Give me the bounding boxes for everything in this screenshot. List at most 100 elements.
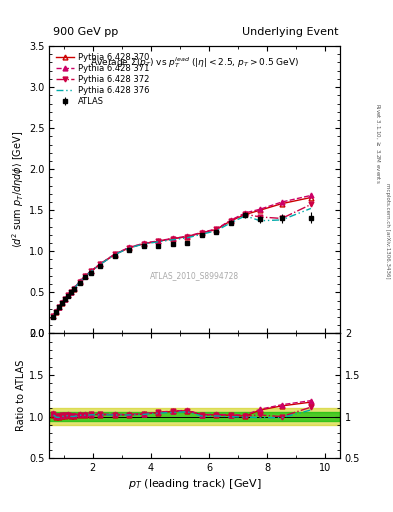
Pythia 6.428 376: [171, 237, 175, 243]
Y-axis label: $\langle d^2$ sum $p_T/d\eta d\phi\rangle$ [GeV]: $\langle d^2$ sum $p_T/d\eta d\phi\rangl…: [10, 131, 26, 248]
Pythia 6.428 376: [83, 273, 88, 279]
Pythia 6.428 371: [127, 244, 132, 250]
Pythia 6.428 376: [127, 245, 132, 251]
Pythia 6.428 372: [156, 238, 161, 244]
Pythia 6.428 371: [171, 236, 175, 242]
Pythia 6.428 372: [309, 201, 313, 207]
Pythia 6.428 370: [243, 211, 248, 218]
Pythia 6.428 372: [60, 300, 64, 306]
Pythia 6.428 376: [258, 218, 263, 224]
Pythia 6.428 371: [54, 308, 59, 314]
Pythia 6.428 370: [112, 251, 117, 258]
Pythia 6.428 376: [51, 313, 56, 319]
Pythia 6.428 371: [112, 251, 117, 257]
Pythia 6.428 372: [214, 226, 219, 232]
Pythia 6.428 370: [185, 233, 190, 240]
Pythia 6.428 371: [309, 193, 313, 199]
Pythia 6.428 376: [229, 220, 233, 226]
Pythia 6.428 372: [127, 245, 132, 251]
Pythia 6.428 372: [51, 313, 56, 319]
Pythia 6.428 371: [63, 295, 68, 302]
Pythia 6.428 372: [68, 289, 73, 295]
Pythia 6.428 376: [185, 234, 190, 241]
X-axis label: $p_T$ (leading track) [GeV]: $p_T$ (leading track) [GeV]: [128, 477, 261, 492]
Pythia 6.428 370: [141, 241, 146, 247]
Pythia 6.428 376: [200, 231, 204, 237]
Pythia 6.428 376: [72, 286, 76, 292]
Pythia 6.428 370: [279, 201, 284, 207]
Pythia 6.428 371: [200, 229, 204, 236]
Pythia 6.428 376: [156, 239, 161, 245]
Pythia 6.428 371: [229, 217, 233, 223]
Pythia 6.428 371: [89, 268, 94, 274]
Pythia 6.428 371: [185, 233, 190, 239]
Pythia 6.428 371: [141, 240, 146, 246]
Pythia 6.428 372: [171, 236, 175, 242]
Pythia 6.428 370: [57, 304, 62, 310]
Pythia 6.428 372: [258, 214, 263, 220]
Pythia 6.428 372: [63, 296, 68, 302]
Pythia 6.428 370: [97, 261, 102, 267]
Pythia 6.428 371: [279, 199, 284, 205]
Pythia 6.428 371: [68, 289, 73, 295]
Pythia 6.428 370: [156, 238, 161, 244]
Pythia 6.428 370: [229, 218, 233, 224]
Pythia 6.428 372: [141, 241, 146, 247]
Pythia 6.428 376: [141, 241, 146, 247]
Pythia 6.428 371: [258, 206, 263, 212]
Pythia 6.428 376: [54, 309, 59, 315]
Pythia 6.428 371: [156, 238, 161, 244]
Pythia 6.428 371: [97, 261, 102, 267]
Text: Rivet 3.1.10, $\geq$ 3.2M events: Rivet 3.1.10, $\geq$ 3.2M events: [373, 103, 381, 184]
Pythia 6.428 372: [97, 261, 102, 267]
Pythia 6.428 372: [229, 218, 233, 224]
Legend: Pythia 6.428 370, Pythia 6.428 371, Pythia 6.428 372, Pythia 6.428 376, ATLAS: Pythia 6.428 370, Pythia 6.428 371, Pyth…: [53, 50, 152, 109]
Pythia 6.428 370: [60, 300, 64, 306]
Pythia 6.428 372: [66, 292, 70, 298]
Pythia 6.428 370: [68, 289, 73, 295]
Pythia 6.428 370: [258, 207, 263, 214]
Pythia 6.428 371: [66, 292, 70, 298]
Y-axis label: Ratio to ATLAS: Ratio to ATLAS: [16, 360, 26, 432]
Pythia 6.428 376: [89, 268, 94, 274]
Pythia 6.428 372: [72, 286, 76, 292]
Pythia 6.428 376: [68, 289, 73, 295]
Pythia 6.428 372: [54, 308, 59, 314]
Pythia 6.428 371: [57, 304, 62, 310]
Pythia 6.428 372: [77, 279, 82, 285]
Pythia 6.428 371: [83, 272, 88, 279]
Text: mcplots.cern.ch [arXiv:1306.3436]: mcplots.cern.ch [arXiv:1306.3436]: [385, 183, 389, 278]
Pythia 6.428 370: [72, 286, 76, 292]
Pythia 6.428 370: [214, 226, 219, 232]
Pythia 6.428 371: [72, 285, 76, 291]
Pythia 6.428 370: [200, 230, 204, 236]
Line: Pythia 6.428 372: Pythia 6.428 372: [51, 202, 313, 318]
Line: Pythia 6.428 370: Pythia 6.428 370: [51, 195, 313, 318]
Pythia 6.428 370: [51, 313, 56, 319]
Text: Underlying Event: Underlying Event: [242, 27, 339, 37]
Pythia 6.428 372: [89, 268, 94, 274]
Bar: [49, 408, 340, 425]
Pythia 6.428 376: [77, 279, 82, 285]
Pythia 6.428 376: [57, 304, 62, 310]
Pythia 6.428 376: [309, 205, 313, 211]
Pythia 6.428 370: [309, 195, 313, 201]
Pythia 6.428 370: [77, 279, 82, 285]
Pythia 6.428 376: [214, 228, 219, 234]
Pythia 6.428 372: [243, 211, 248, 217]
Pythia 6.428 370: [83, 273, 88, 279]
Pythia 6.428 376: [66, 292, 70, 298]
Pythia 6.428 370: [66, 292, 70, 298]
Pythia 6.428 370: [63, 296, 68, 302]
Pythia 6.428 370: [54, 309, 59, 315]
Text: 900 GeV pp: 900 GeV pp: [53, 27, 118, 37]
Pythia 6.428 370: [171, 236, 175, 242]
Pythia 6.428 376: [112, 251, 117, 258]
Pythia 6.428 371: [243, 210, 248, 216]
Pythia 6.428 372: [57, 304, 62, 310]
Bar: [49, 413, 340, 421]
Line: Pythia 6.428 371: Pythia 6.428 371: [51, 193, 313, 318]
Pythia 6.428 371: [77, 279, 82, 285]
Pythia 6.428 372: [185, 233, 190, 240]
Pythia 6.428 376: [243, 213, 248, 219]
